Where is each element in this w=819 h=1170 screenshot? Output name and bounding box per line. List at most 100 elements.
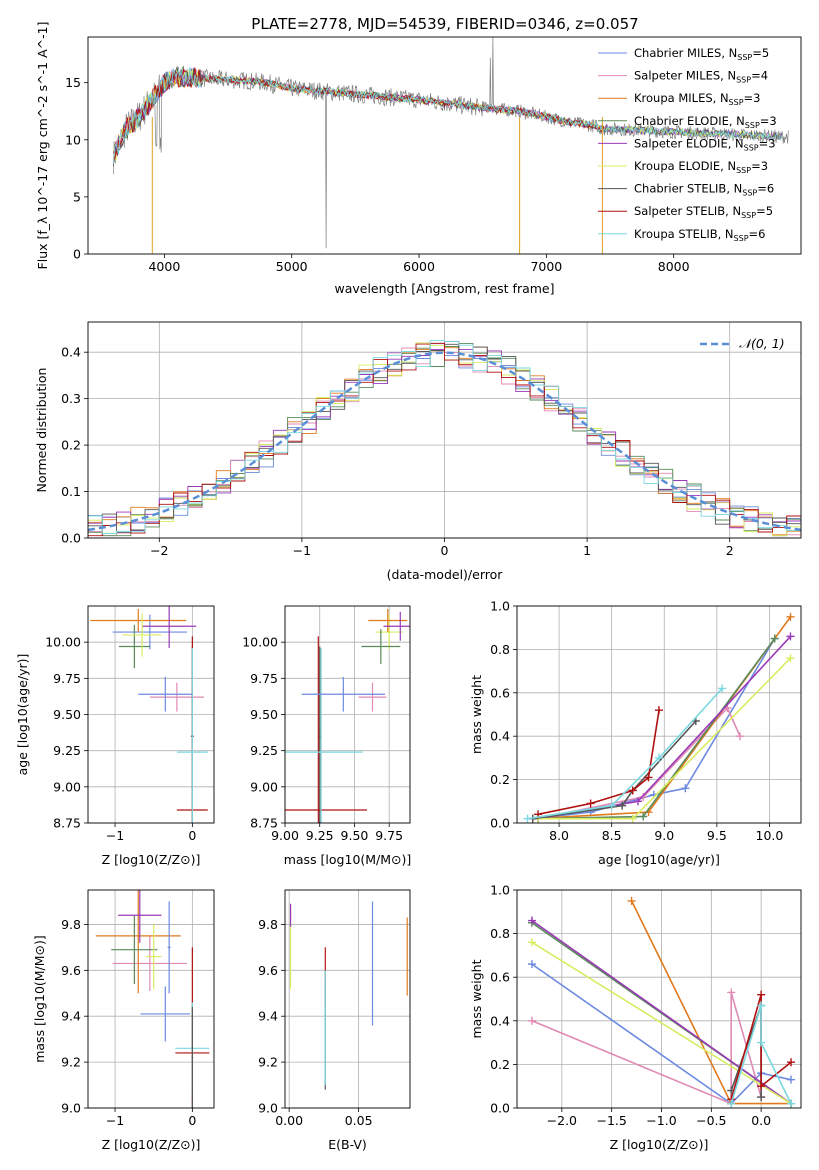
model-spectrum	[113, 66, 783, 164]
axes-frame	[284, 889, 411, 1109]
x-tick-label: 0	[441, 543, 449, 558]
figure-title: PLATE=2778, MJD=54539, FIBERID=0346, z=0…	[251, 15, 638, 33]
y-tick-label: 9.75	[250, 671, 278, 686]
y-tick-label: 9.6	[61, 963, 81, 978]
data-point	[787, 1099, 796, 1108]
y-tick-label: 9.50	[250, 707, 278, 722]
data-point	[639, 812, 648, 821]
data-point	[786, 612, 795, 621]
y-tick-label: 9.2	[61, 1055, 81, 1070]
y-tick-label: 0.0	[490, 1101, 510, 1116]
y-tick-label: 9.4	[258, 1009, 278, 1024]
legend-entry: Kroupa MILES, NSSP=3	[634, 91, 760, 107]
y-tick-label: 0.4	[490, 1013, 510, 1028]
y-axis-label: mass [log10(M/M⊙)]	[32, 935, 47, 1063]
x-tick-label: −1	[293, 543, 311, 558]
x-tick-label: 0.05	[345, 1113, 373, 1128]
legend-entry: Chabrier ELODIE, NSSP=3	[634, 114, 777, 130]
series-line	[537, 706, 741, 820]
x-tick-label: −1	[106, 828, 124, 843]
y-tick-label: 0.6	[490, 685, 510, 700]
y-tick-label: 1.0	[490, 883, 510, 898]
data-point	[639, 792, 648, 801]
panel-age-vs-mass: 9.00 9.25 9.50 9.758.759.009.259.509.7510.0…	[242, 605, 411, 867]
y-tick-label: 0.2	[61, 438, 81, 453]
data-point	[527, 1016, 536, 1025]
data-point	[787, 1075, 796, 1084]
x-tick-label: 8000	[658, 259, 690, 274]
panel-age-vs-Z: −1 0 8.75 9.00 9.25 9.50 9.75 10.00 Z [log10(Z/Z…	[15, 605, 215, 867]
y-axis-label: Flux [f_λ 10^-17 erg cm^-2 s^-1 A^-1]	[35, 22, 50, 270]
x-tick-label: −0.5	[696, 1113, 726, 1128]
x-tick-label: 5000	[276, 259, 308, 274]
data-point	[523, 814, 532, 823]
y-tick-label: 0.8	[490, 926, 510, 941]
y-tick-label: 9.0	[61, 1101, 81, 1116]
series-line	[531, 963, 792, 1105]
y-tick-label: 0	[73, 247, 81, 262]
x-tick-label: 10.0	[756, 828, 784, 843]
data-point	[527, 960, 536, 969]
y-tick-label: 9.50	[53, 707, 81, 722]
x-axis-label: age [log10(age/yr)]	[598, 852, 720, 867]
x-tick-label: 7000	[530, 259, 562, 274]
x-tick-label: 0.00	[275, 1113, 303, 1128]
y-tick-label: 8.75	[250, 816, 278, 831]
panel-residuals: −2 −1 0 1 2 0.0 0.1 0.2 0.3 0.4 (data-model)/error…	[34, 321, 802, 582]
panel-spectrum: 4000 5000 6000 7000 8000 0 5 10 15 wavelength [An…	[35, 22, 802, 296]
y-tick-label: 9.4	[61, 1009, 81, 1024]
data-point	[628, 786, 637, 795]
series-line	[730, 1005, 792, 1104]
y-tick-label: 9.8	[61, 917, 81, 932]
x-tick-label: 9.75	[375, 828, 403, 843]
y-tick-label: 9.2	[258, 1055, 278, 1070]
y-tick-label: 0.4	[61, 345, 81, 360]
x-axis-label: E(B-V)	[328, 1137, 367, 1152]
x-tick-label: 6000	[403, 259, 435, 274]
series-line	[531, 919, 792, 1105]
series-line	[527, 687, 723, 820]
data-point	[644, 773, 653, 782]
data-point	[727, 988, 736, 997]
series-line	[532, 720, 697, 820]
data-point	[655, 753, 663, 762]
y-axis-label: Normed distribution	[34, 368, 49, 493]
x-tick-label: 8.0	[549, 828, 569, 843]
x-tick-label: −2.0	[547, 1113, 577, 1128]
data-point	[655, 706, 663, 715]
y-tick-label: 9.25	[250, 743, 278, 758]
x-tick-label: 4000	[148, 259, 180, 274]
data-point	[607, 801, 616, 810]
data-point	[618, 801, 627, 810]
data-point	[787, 1058, 796, 1067]
data-point	[735, 732, 744, 741]
x-tick-label: 1	[583, 543, 591, 558]
legend-entry: Salpeter MILES, NSSP=4	[634, 69, 768, 85]
axes-frame	[516, 605, 802, 824]
data-point	[718, 684, 727, 693]
x-tick-label: −2	[150, 543, 168, 558]
y-axis-label: mass weight	[469, 675, 484, 754]
y-tick-label: 0.2	[490, 772, 510, 787]
x-tick-label: 0	[188, 828, 196, 843]
y-tick-label: 10.00	[45, 635, 81, 650]
x-tick-label: 9.00	[271, 828, 299, 843]
data-point	[628, 814, 637, 823]
x-tick-label: 8.5	[602, 828, 622, 843]
y-tick-label: 9.6	[258, 963, 278, 978]
panel-massweight-vs-Z: −2.0 −1.5 −1.0 −0.5 0.0 0.0 0.2 0.4 0.6 0.8 1.0 Z […	[469, 883, 802, 1152]
x-tick-label: 9.5	[707, 828, 727, 843]
series-line	[531, 941, 792, 1105]
data-point	[770, 634, 779, 643]
y-tick-label: 5	[73, 189, 81, 204]
legend-entry: Chabrier STELIB, NSSP=6	[634, 182, 774, 198]
y-tick-label: 0.3	[61, 391, 81, 406]
x-axis-label: Z [log10(Z/Z⊙)]	[102, 852, 201, 867]
normal-curve	[87, 351, 802, 532]
y-tick-label: 10	[65, 132, 81, 147]
legend-entry: Kroupa STELIB, NSSP=6	[634, 227, 765, 243]
x-tick-label: −1.5	[596, 1113, 626, 1128]
axes-frame	[87, 36, 802, 255]
x-axis-label: wavelength [Angstrom, rest frame]	[334, 281, 554, 296]
